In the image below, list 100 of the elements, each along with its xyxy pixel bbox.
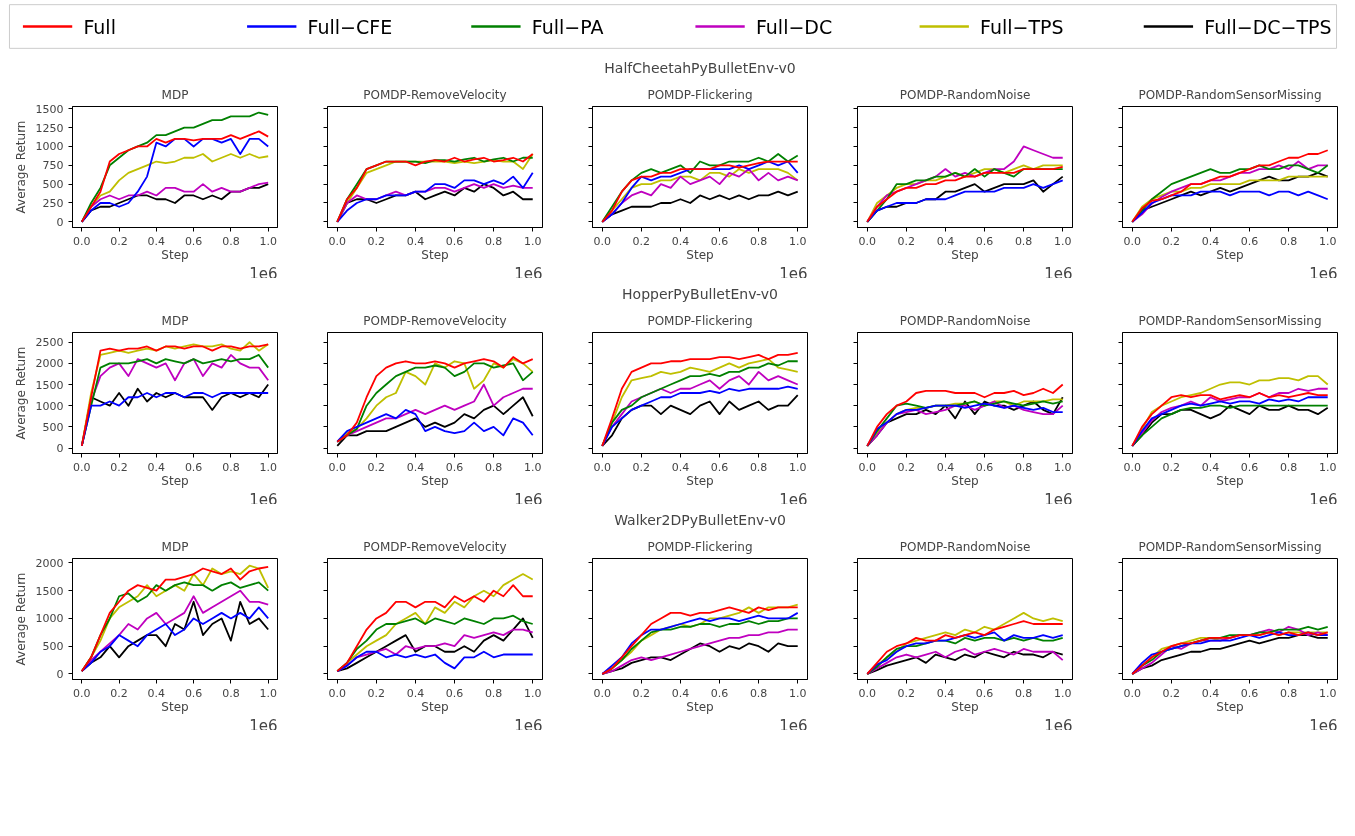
chart-title: POMDP-RandomSensorMissing <box>1138 539 1322 554</box>
x-axis-title: Step <box>421 699 449 714</box>
x-tick-label: 0.4 <box>406 686 425 700</box>
chart-title: MDP <box>161 87 189 102</box>
x-tick-label: 0.6 <box>184 234 203 248</box>
x-tick-label: 1.0 <box>523 686 542 700</box>
x-tick-label: 1.0 <box>1318 234 1337 248</box>
x-tick-label: 0.4 <box>936 686 955 700</box>
x-tick-label: 1.0 <box>259 234 277 248</box>
text: 1e6 <box>1309 264 1338 283</box>
x-tick-label: 0.2 <box>632 234 651 248</box>
x-tick-label: 0.4 <box>147 460 166 474</box>
legend-label: Full−TPS <box>980 15 1064 38</box>
x-tick-label: 0.0 <box>1123 234 1142 248</box>
x-tick-label: 0.2 <box>367 234 386 248</box>
y-tick-label: 1500 <box>35 102 64 116</box>
x-tick-label: 0.6 <box>184 460 203 474</box>
x-tick-label: 0.0 <box>858 234 877 248</box>
x-tick-label: 0.0 <box>858 460 877 474</box>
y-tick-label: 0 <box>56 442 64 455</box>
x-tick-label: 0.0 <box>593 234 612 248</box>
x-tick-label: 0.2 <box>367 686 386 700</box>
x-tick-label: 0.0 <box>593 460 612 474</box>
x-tick-label: 1.0 <box>1053 460 1072 474</box>
y-axis-title: Average Return <box>13 346 28 440</box>
y-tick-label: 0 <box>56 667 64 681</box>
x-tick-label: 0.2 <box>367 460 386 474</box>
chart-title: MDP <box>161 539 189 554</box>
x-tick-label: 1.0 <box>788 234 807 248</box>
text: 1e6 <box>779 490 808 509</box>
x-tick-label: 0.0 <box>73 234 91 248</box>
chart-title: POMDP-RandomNoise <box>899 539 1031 554</box>
x-tick-label: 0.0 <box>1123 460 1142 474</box>
x-axis-title: Step <box>686 473 714 488</box>
x-tick-label: 0.8 <box>1014 460 1033 474</box>
text: 1e6 <box>1309 490 1338 509</box>
y-tick-label: 250 <box>42 197 64 210</box>
text: 1e6 <box>514 264 543 283</box>
x-tick-label: 0.4 <box>936 234 955 248</box>
x-axis-title: Step <box>1216 247 1244 262</box>
chart-title: POMDP-RandomSensorMissing <box>1138 87 1322 102</box>
x-tick-label: 0.8 <box>484 234 503 248</box>
legend-label: Full−DC <box>755 15 833 38</box>
text: 1e6 <box>514 716 543 735</box>
x-axis-title: Step <box>161 473 189 488</box>
x-axis-title: Step <box>161 699 189 714</box>
x-axis-title: Step <box>686 247 714 262</box>
legend-label: Full−PA <box>531 15 604 38</box>
x-tick-label: 0.2 <box>897 234 916 248</box>
x-tick-label: 0.4 <box>671 686 690 700</box>
x-tick-label: 0.2 <box>110 460 128 474</box>
chart-title: POMDP-RemoveVelocity <box>363 313 507 328</box>
chart-title: POMDP-RandomNoise <box>899 87 1031 102</box>
x-tick-label: 1.0 <box>788 686 807 700</box>
x-axis-title: Step <box>951 699 979 714</box>
x-tick-label: 0.6 <box>710 686 729 700</box>
x-tick-label: 0.8 <box>749 460 768 474</box>
x-tick-label: 0.8 <box>222 234 240 248</box>
y-tick-label: 2000 <box>35 357 64 371</box>
text: 1e6 <box>249 490 278 509</box>
y-tick-label: 2500 <box>35 336 64 350</box>
y-tick-label: 500 <box>42 178 64 192</box>
text: 1e6 <box>1044 716 1073 735</box>
x-tick-label: 0.6 <box>975 460 994 474</box>
x-tick-label: 0.6 <box>445 460 464 474</box>
chart-title: POMDP-Flickering <box>647 87 753 102</box>
x-tick-label: 0.0 <box>328 460 347 474</box>
x-tick-label: 0.0 <box>858 686 877 700</box>
chart-title: POMDP-RandomSensorMissing <box>1138 313 1322 328</box>
text: 1e6 <box>1044 490 1073 509</box>
x-axis-title: Step <box>1216 473 1244 488</box>
x-tick-label: 0.8 <box>222 686 240 700</box>
x-tick-label: 0.8 <box>1279 686 1298 700</box>
x-tick-label: 1.0 <box>259 460 277 474</box>
x-tick-label: 1.0 <box>1318 460 1337 474</box>
x-tick-label: 0.6 <box>1240 686 1259 700</box>
chart-title: POMDP-Flickering <box>647 539 753 554</box>
text: 1e6 <box>1044 264 1073 283</box>
chart-title: POMDP-RemoveVelocity <box>363 87 507 102</box>
x-tick-label: 0.4 <box>406 234 425 248</box>
x-axis-title: Step <box>421 473 449 488</box>
chart-title: POMDP-Flickering <box>647 313 753 328</box>
x-tick-label: 0.8 <box>749 686 768 700</box>
x-tick-label: 0.0 <box>73 460 91 474</box>
chart-title: POMDP-RemoveVelocity <box>363 539 507 554</box>
text: 1e6 <box>779 264 808 283</box>
x-tick-label: 0.4 <box>936 460 955 474</box>
y-tick-label: 1000 <box>35 612 64 626</box>
x-axis-title: Step <box>161 247 189 262</box>
x-tick-label: 0.8 <box>484 460 503 474</box>
x-tick-label: 0.6 <box>710 234 729 248</box>
text: 1e6 <box>249 716 278 735</box>
y-tick-label: 1500 <box>35 378 64 392</box>
x-tick-label: 0.6 <box>1240 460 1259 474</box>
y-tick-label: 1250 <box>35 121 64 135</box>
x-axis-title: Step <box>421 247 449 262</box>
chart-subtitle: Walker2DPyBulletEnv-v0 <box>614 511 786 528</box>
x-tick-label: 0.4 <box>1201 686 1220 700</box>
x-tick-label: 0.8 <box>1014 234 1033 248</box>
y-tick-label: 500 <box>42 640 64 654</box>
